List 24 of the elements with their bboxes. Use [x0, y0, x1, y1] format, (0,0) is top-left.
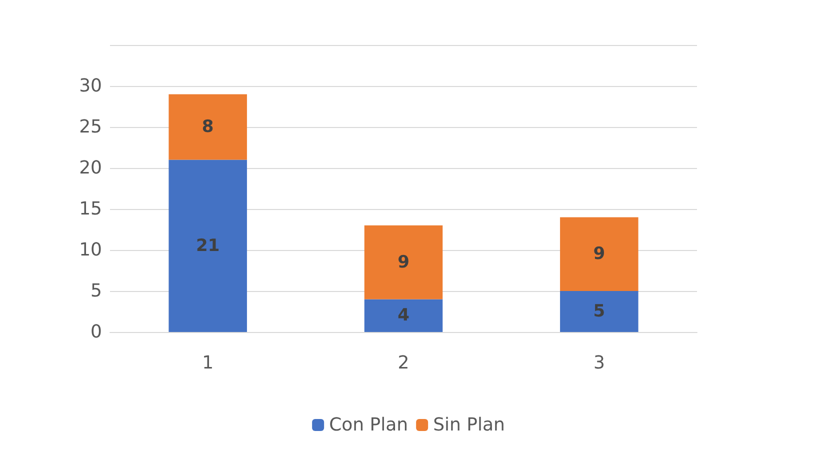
- bar: [364, 225, 443, 300]
- y-tick-label: 0: [90, 322, 102, 342]
- bar: [560, 291, 638, 332]
- data-label: 21: [196, 236, 220, 256]
- data-label: 4: [398, 306, 410, 326]
- data-label: 5: [593, 302, 606, 322]
- y-tick-label: 10: [79, 240, 102, 260]
- x-tick-label: 1: [202, 352, 214, 374]
- y-tick-label: 25: [79, 116, 102, 138]
- data-label: 9: [398, 252, 410, 272]
- y-tick-label: 20: [79, 158, 102, 178]
- data-label: 8: [202, 117, 214, 137]
- legend-label: Con Plan: [329, 414, 408, 436]
- bar: [168, 160, 247, 332]
- bar: [364, 299, 443, 332]
- bar: [168, 94, 247, 160]
- x-tick-label: 2: [398, 352, 410, 374]
- bar: [560, 217, 638, 291]
- legend-label: Sin Plan: [433, 414, 505, 436]
- y-tick-label: 30: [79, 76, 102, 96]
- x-tick-label: 3: [593, 352, 605, 374]
- y-tick-label: 5: [90, 280, 102, 302]
- y-tick-label: 15: [79, 198, 102, 220]
- data-label: 9: [593, 244, 606, 264]
